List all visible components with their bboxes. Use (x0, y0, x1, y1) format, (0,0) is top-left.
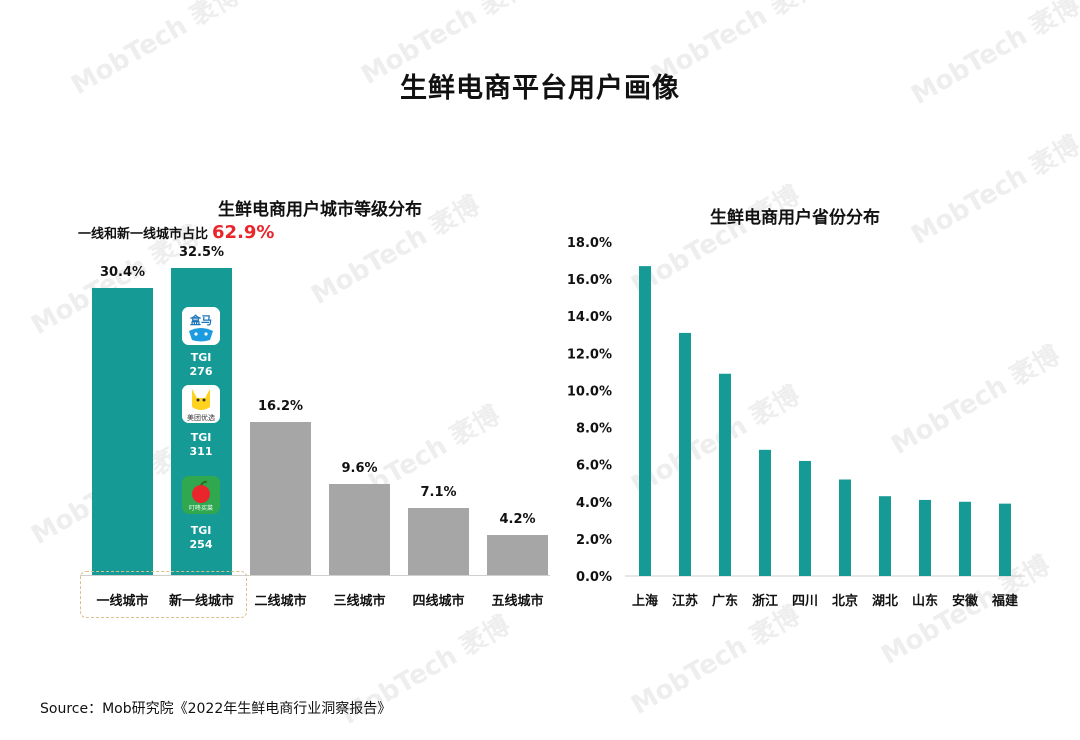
y-tick-label: 10.0% (567, 384, 612, 399)
x-tick-label: 一线城市 (96, 594, 149, 609)
y-tick-label: 0.0% (576, 570, 612, 585)
tgi-value: 254 (189, 538, 213, 551)
tgi-value: 311 (189, 445, 213, 458)
y-tick-label: 2.0% (576, 533, 612, 548)
bar-广东 (719, 373, 731, 576)
x-tick-label: 浙江 (752, 593, 778, 609)
value-label: 9.6% (341, 461, 378, 477)
tgi-value: 276 (189, 365, 213, 378)
hema-icon: 盒马 (182, 307, 220, 345)
bar-北京 (839, 479, 851, 576)
x-tick-label: 上海 (632, 593, 658, 609)
y-tick-label: 4.0% (576, 496, 612, 511)
tgi-label: TGI (190, 431, 212, 444)
value-label: 32.5% (178, 245, 225, 260)
y-tick-label: 14.0% (567, 310, 612, 325)
bar-江苏 (679, 332, 691, 576)
y-tick-label: 18.0% (567, 236, 612, 251)
tgi-meituan-youxuan: TGI 311 (171, 431, 231, 459)
right-chart-title: 生鲜电商用户省份分布 (710, 208, 880, 228)
bar-湖北 (879, 496, 891, 576)
value-label: 4.2% (499, 512, 536, 528)
x-tick-label: 四川 (792, 594, 818, 609)
dingdong-maicai-icon: 叮咚买菜 (182, 476, 220, 514)
source-note: Source：Mob研究院《2022年生鲜电商行业洞察报告》 (40, 701, 392, 717)
province-chart: 0.0% 2.0% 4.0% 6.0% 8.0% 10.0% 12.0% 14.0% 16.0%… (567, 236, 1025, 609)
bar-一线城市 (92, 287, 153, 575)
tgi-label: TGI (190, 351, 212, 364)
x-tick-label: 福建 (991, 593, 1018, 609)
svg-text:叮咚买菜: 叮咚买菜 (189, 504, 213, 512)
value-label: 7.1% (420, 484, 457, 500)
bar-五线城市 (487, 535, 548, 575)
highlight-value: 62.9% (212, 222, 275, 243)
y-tick-label: 6.0% (576, 459, 612, 474)
meituan-youxuan-icon: 美团优选 (182, 385, 220, 423)
x-tick-label: 新一线城市 (168, 594, 234, 609)
highlight-note: 一线和新一线城市占比 62.9% (78, 222, 274, 243)
svg-text:美团优选: 美团优选 (187, 413, 215, 422)
tgi-dingdong-maicai: TGI 254 (171, 524, 231, 552)
page-title: 生鲜电商平台用户画像 (400, 73, 680, 104)
bar-山东 (919, 499, 931, 576)
x-tick-label: 广东 (712, 593, 738, 609)
bar-安徽 (959, 501, 971, 576)
x-tick-label: 三线城市 (333, 594, 386, 609)
x-axis-line (80, 575, 550, 576)
x-tick-label: 江苏 (672, 593, 698, 609)
tgi-hema: TGI 276 (171, 351, 231, 379)
x-tick-label: 湖北 (872, 594, 898, 609)
x-tick-label: 安徽 (952, 593, 979, 609)
highlight-label: 一线和新一线城市占比 (78, 227, 209, 242)
x-tick-label: 山东 (912, 593, 938, 609)
bar-二线城市 (250, 421, 311, 575)
x-tick-label: 北京 (832, 593, 858, 609)
y-tick-label: 8.0% (576, 422, 612, 437)
top-tier-group-box (80, 571, 247, 618)
x-tick-label: 五线城市 (491, 594, 544, 609)
value-label: 16.2% (257, 398, 304, 414)
y-tick-label: 12.0% (567, 347, 612, 362)
value-label: 30.4% (99, 264, 146, 280)
svg-text:盒马: 盒马 (189, 313, 212, 327)
bar-浙江 (759, 449, 771, 576)
y-tick-label: 16.0% (567, 273, 612, 288)
tgi-label: TGI (190, 524, 212, 537)
bar-三线城市 (329, 484, 390, 575)
bar-福建 (999, 503, 1011, 576)
left-chart-title: 生鲜电商用户城市等级分布 (218, 200, 422, 220)
bar-四线城市 (408, 507, 469, 575)
x-tick-label: 二线城市 (254, 594, 307, 609)
bar-四川 (799, 460, 811, 576)
x-tick-label: 四线城市 (412, 594, 465, 609)
bar-上海 (639, 266, 651, 576)
